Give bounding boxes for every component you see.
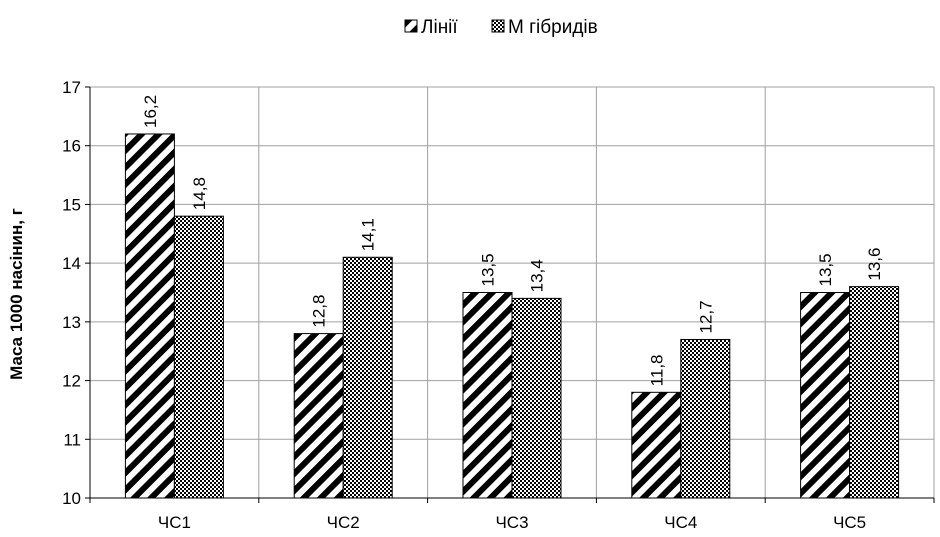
x-tick-label: ЧС1 <box>158 513 191 532</box>
data-label: 13,5 <box>816 253 835 286</box>
y-tick-label: 15 <box>62 195 81 214</box>
bar-lines <box>800 292 851 499</box>
bar-lines <box>462 292 513 499</box>
legend-label-lines: Лінії <box>421 17 458 38</box>
legend: Лінії М гібридів <box>404 17 598 38</box>
bar-lines <box>631 391 682 499</box>
data-label: 11,8 <box>647 354 666 386</box>
x-axis-ticks: ЧС1 ЧС2 ЧС3 ЧС4 ЧС5 <box>158 513 866 532</box>
data-label: 12,8 <box>310 295 329 328</box>
data-label: 12,7 <box>696 300 715 333</box>
data-label: 13,6 <box>865 248 884 281</box>
x-tick-label: ЧС5 <box>833 513 866 532</box>
data-labels: 16,2 14,8 12,8 14,1 13,5 13,4 11,8 12,7 13,5 13,6 <box>141 95 884 386</box>
y-axis-ticks: 10 11 12 13 14 15 16 17 <box>62 78 81 508</box>
bar-hybrids <box>342 256 393 499</box>
bar-lines <box>124 133 175 499</box>
legend-swatch-hybrids <box>491 19 505 33</box>
x-tick-label: ЧС2 <box>327 513 360 532</box>
x-tick-label: ЧС4 <box>664 513 697 532</box>
data-label: 16,2 <box>141 95 160 128</box>
bar-hybrids <box>511 297 562 499</box>
bar-lines <box>293 333 344 499</box>
y-tick-label: 17 <box>62 78 81 97</box>
y-tick-label: 11 <box>63 430 81 449</box>
y-axis-label: Маса 1000 насінин, г <box>7 208 26 380</box>
data-label: 13,4 <box>528 259 547 292</box>
y-tick-label: 12 <box>62 372 81 391</box>
bar-hybrids <box>173 215 224 499</box>
y-tick-label: 10 <box>62 489 81 508</box>
bar-hybrids <box>849 286 900 499</box>
axes <box>85 86 935 503</box>
data-label: 14,1 <box>359 218 378 251</box>
y-tick-label: 13 <box>62 313 81 332</box>
y-tick-label: 16 <box>62 137 81 156</box>
legend-label-hybrids: М гібридів <box>508 17 598 38</box>
gridlines <box>90 86 935 498</box>
x-tick-label: ЧС3 <box>495 513 528 532</box>
y-tick-label: 14 <box>62 254 81 273</box>
data-label: 13,5 <box>479 253 498 286</box>
bars <box>124 133 900 499</box>
bar-hybrids <box>680 338 731 499</box>
legend-swatch-lines <box>404 19 418 33</box>
data-label: 14,8 <box>190 177 209 210</box>
